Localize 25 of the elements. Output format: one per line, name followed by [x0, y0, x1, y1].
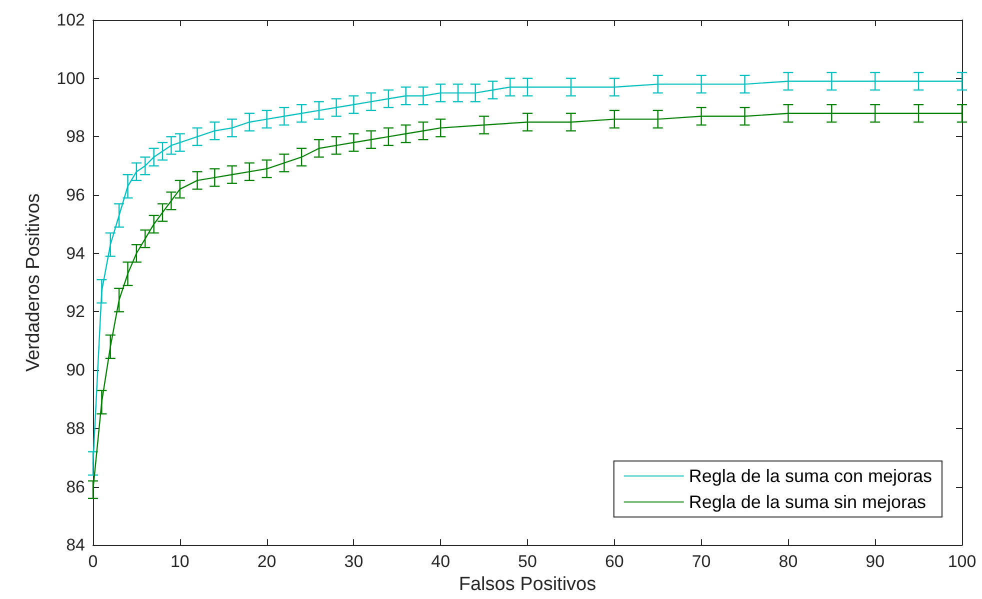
y-tick-label: 94: [66, 244, 85, 263]
x-tick-label: 70: [692, 552, 711, 572]
x-tick-label: 90: [866, 552, 885, 572]
y-tick-label: 98: [66, 127, 85, 146]
y-tick-label: 86: [66, 477, 85, 496]
legend-label: Regla de la suma sin mejoras: [688, 492, 926, 512]
x-tick-label: 30: [344, 552, 364, 572]
x-tick-label: 80: [778, 552, 798, 572]
y-tick-label: 92: [66, 302, 85, 322]
x-tick-label: 20: [257, 552, 276, 572]
x-tick-label: 10: [170, 552, 190, 572]
y-tick-label: 84: [66, 536, 85, 555]
y-tick-label: 90: [66, 360, 85, 380]
x-axis-title: Falsos Positivos: [458, 574, 596, 595]
x-tick-label: 40: [431, 552, 450, 572]
x-tick-label: 60: [604, 552, 624, 572]
y-tick-label: 100: [56, 68, 85, 88]
legend-label: Regla de la suma con mejoras: [688, 466, 932, 486]
y-tick-label: 88: [66, 418, 85, 438]
x-tick-label: 0: [88, 552, 98, 572]
y-tick-label: 102: [56, 10, 85, 30]
x-tick-label: 100: [948, 552, 976, 572]
y-tick-label: 96: [66, 186, 85, 205]
y-axis-title: Verdaderos Positivos: [23, 193, 44, 372]
x-tick-label: 50: [518, 552, 537, 572]
